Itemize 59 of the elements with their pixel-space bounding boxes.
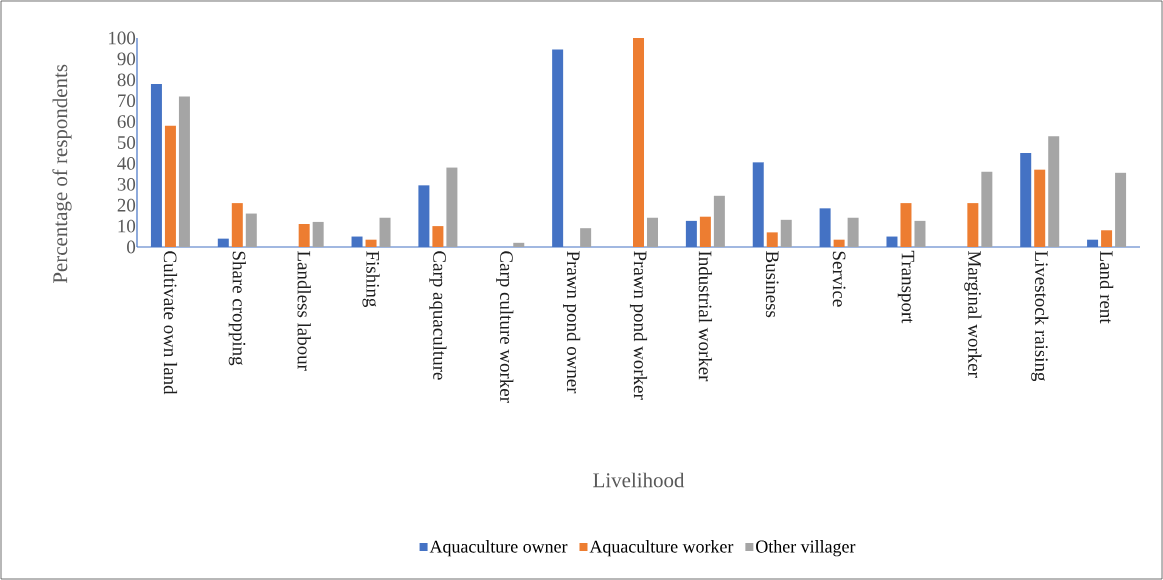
legend-label: Aquaculture owner	[429, 540, 568, 557]
bar	[298, 224, 310, 247]
bar	[1115, 172, 1127, 247]
x-tick-label: Fishing	[362, 251, 380, 307]
bar	[900, 203, 912, 247]
y-tick-label: 50	[117, 136, 136, 149]
legend-label: Other villager	[756, 540, 856, 557]
bar	[164, 125, 176, 247]
x-tick-label: Industrial worker	[698, 251, 713, 382]
x-tick-label: Share cropping	[228, 251, 246, 366]
x-tick-label: Prawn pond worker	[629, 251, 648, 400]
y-tick-label: 60	[117, 115, 136, 128]
legend-label: Aquaculture worker	[589, 540, 734, 557]
bar	[446, 167, 458, 247]
bar	[580, 228, 592, 247]
x-tick-label: Landless labour	[297, 251, 311, 371]
x-tick-label: Business	[765, 251, 779, 318]
bar	[914, 220, 926, 247]
y-tick-label: 40	[117, 157, 136, 170]
bar	[312, 221, 324, 247]
x-axis-title: Livelihood	[593, 472, 685, 488]
y-tick-label: 90	[117, 52, 136, 66]
bar	[981, 171, 993, 247]
bar	[245, 213, 257, 247]
x-tick-label: Marginal worker	[964, 251, 982, 378]
x-tick-label: Transport	[897, 250, 915, 324]
x-tick-label: Livestock raising	[1031, 251, 1049, 382]
bar	[647, 217, 659, 247]
x-tick-label: Carp culture worker	[496, 251, 514, 403]
x-tick-label: Land rent	[1099, 251, 1114, 324]
bar	[1048, 136, 1060, 247]
bar	[365, 239, 377, 247]
bar	[967, 203, 979, 247]
bar	[780, 219, 792, 247]
bar	[178, 96, 190, 247]
bar	[847, 217, 859, 247]
y-tick-label: 0	[127, 240, 136, 254]
bar	[432, 226, 444, 247]
bar	[379, 217, 391, 247]
y-tick-label: 10	[118, 219, 136, 233]
y-tick-label: 20	[117, 198, 136, 212]
x-tick-label: Prawn pond owner	[563, 251, 581, 394]
bar	[1034, 169, 1046, 247]
x-tick-label: Cultivate own land	[163, 251, 178, 395]
bar	[1101, 230, 1113, 247]
y-axis-title: Percentage of respondents	[52, 64, 72, 284]
bar	[713, 195, 725, 247]
x-tick-label: Carp aquaculture	[429, 251, 447, 380]
bar	[833, 239, 845, 247]
y-tick-label: 80	[117, 73, 136, 87]
x-tick-label: Service	[832, 251, 846, 307]
bar	[633, 38, 644, 247]
y-tick-label: 100	[109, 31, 136, 45]
y-tick-label: 30	[117, 177, 136, 191]
bar	[231, 203, 243, 247]
bar	[513, 242, 525, 247]
bar	[699, 216, 711, 247]
y-tick-label: 70	[118, 94, 136, 108]
bar	[766, 232, 778, 247]
